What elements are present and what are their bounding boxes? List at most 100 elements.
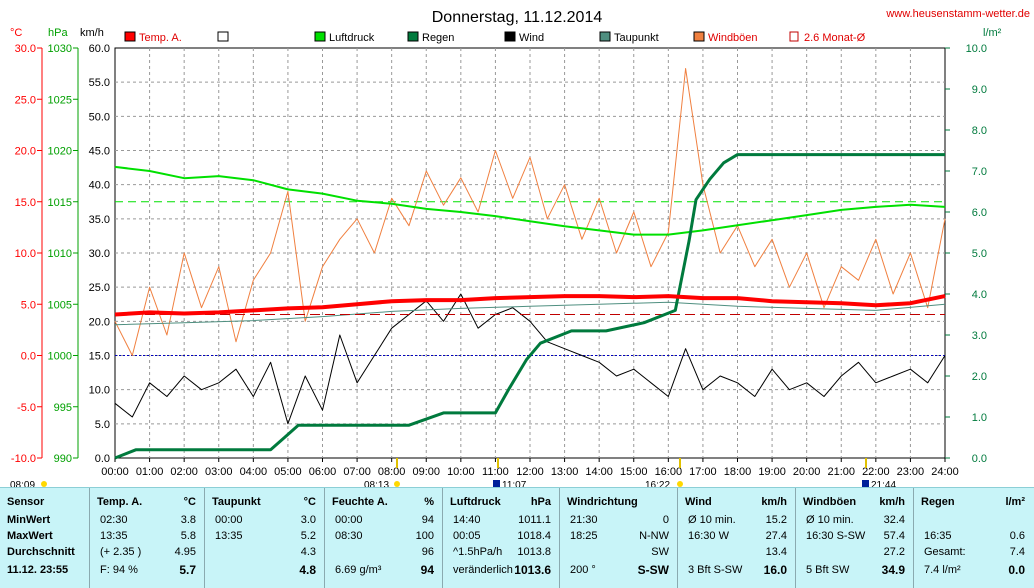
legend-swatch bbox=[789, 31, 799, 42]
table-cell-label: MaxWert bbox=[7, 530, 53, 542]
marker-sunrise: 08:13 bbox=[364, 480, 389, 487]
x-tick: 18:00 bbox=[724, 466, 752, 478]
table-column: Regen l/m² 16:35 0.6 Gesamt: 7.4 7.4 l/m² 0.0 bbox=[914, 488, 1033, 588]
x-tick: 19:00 bbox=[758, 466, 786, 478]
legend-label: Wind bbox=[519, 32, 544, 44]
table-column: Windrichtung 21:30 0 18:25 N-NW SW 200 ° S-SW bbox=[560, 488, 678, 588]
table-cell-value: 4.95 bbox=[174, 546, 196, 558]
wind-tick: 0.0 bbox=[95, 453, 110, 465]
table-cell-value: 3.0 bbox=[300, 514, 316, 526]
legend-label: Temp. A. bbox=[139, 32, 182, 44]
table-cell-label: Durchschnitt bbox=[7, 546, 75, 558]
pressure-tick: 990 bbox=[54, 453, 72, 465]
wind-tick: 50.0 bbox=[89, 111, 110, 123]
x-tick: 05:00 bbox=[274, 466, 302, 478]
legend-swatch bbox=[124, 31, 136, 42]
table-cell-value: 16.0 bbox=[763, 563, 787, 577]
table-cell-label: 16:30 W bbox=[688, 530, 729, 542]
temp-tick: 30.0 bbox=[15, 43, 36, 55]
column-unit: km/h bbox=[761, 496, 787, 508]
table-cell-value: 13.4 bbox=[765, 546, 787, 558]
table-cell-value: 27.4 bbox=[765, 530, 787, 542]
table-cell-value: 1013.6 bbox=[514, 563, 551, 577]
column-unit: °C bbox=[303, 496, 316, 508]
table-cell-label: F: 94 % bbox=[100, 564, 138, 576]
x-tick: 11:00 bbox=[482, 466, 509, 478]
temp-tick: 0.0 bbox=[21, 351, 36, 363]
table-cell-label: 21:30 bbox=[570, 514, 598, 526]
column-title: Wind bbox=[685, 496, 712, 508]
legend-swatch bbox=[407, 31, 419, 42]
wind-tick: 5.0 bbox=[95, 419, 110, 431]
x-tick: 12:00 bbox=[516, 466, 544, 478]
temp-tick: 10.0 bbox=[15, 248, 36, 260]
table-column: Windböen km/h Ø 10 min. 32.4 16:30 S-SW 57.4 2… bbox=[796, 488, 914, 588]
temp-tick: 15.0 bbox=[15, 197, 36, 209]
legend-swatch bbox=[217, 31, 229, 42]
column-title: Temp. A. bbox=[97, 496, 143, 508]
x-tick: 17:00 bbox=[689, 466, 717, 478]
pressure-tick: 1010 bbox=[48, 248, 72, 260]
column-title: Luftdruck bbox=[450, 496, 501, 508]
column-unit: km/h bbox=[879, 496, 905, 508]
legend-swatch bbox=[599, 31, 611, 42]
series-wind bbox=[114, 293, 946, 425]
table-cell-label: 00:05 bbox=[453, 530, 481, 542]
table-cell-value: 1011.1 bbox=[518, 514, 551, 526]
rain-tick: 2.0 bbox=[972, 371, 987, 383]
rain-tick: 6.0 bbox=[972, 207, 987, 219]
table-cell-value: 27.2 bbox=[883, 546, 905, 558]
rain-tick: 8.0 bbox=[972, 125, 987, 137]
table-cell-value: 3.8 bbox=[180, 514, 196, 526]
temp-unit: °C bbox=[10, 27, 22, 39]
table-column: Luftdruck hPa 14:40 1011.1 00:05 1018.4 ^1.5hP… bbox=[443, 488, 560, 588]
legend-swatch bbox=[314, 31, 326, 42]
rain-tick: 3.0 bbox=[972, 330, 987, 342]
x-tick: 24:00 bbox=[931, 466, 959, 478]
table-cell-value: 100 bbox=[415, 530, 434, 542]
temp-tick: 5.0 bbox=[21, 299, 36, 311]
table-cell-label: Ø 10 min. bbox=[806, 514, 854, 526]
rain-tick: 10.0 bbox=[966, 43, 987, 55]
x-tick: 06:00 bbox=[309, 466, 337, 478]
x-tick: 07:00 bbox=[343, 466, 371, 478]
x-tick: 13:00 bbox=[551, 466, 579, 478]
column-title: Regen bbox=[921, 496, 955, 508]
x-tick: 23:00 bbox=[897, 466, 925, 478]
rain-tick: 0.0 bbox=[972, 453, 987, 465]
table-column: Sensor MinWert MaxWert Durchschnitt 11.12. 2… bbox=[0, 488, 90, 588]
wind-unit: km/h bbox=[80, 27, 104, 39]
column-title: Windböen bbox=[803, 496, 857, 508]
noon-icon bbox=[493, 480, 500, 487]
legend-label: Windböen bbox=[708, 32, 758, 44]
table-cell-label: 13:35 bbox=[215, 530, 243, 542]
x-tick: 01:00 bbox=[136, 466, 164, 478]
rain-tick: 9.0 bbox=[972, 84, 987, 96]
x-tick: 14:00 bbox=[585, 466, 613, 478]
column-unit: % bbox=[424, 496, 434, 508]
pressure-unit: hPa bbox=[48, 27, 68, 39]
wind-tick: 35.0 bbox=[89, 214, 110, 226]
pressure-tick: 1015 bbox=[48, 197, 72, 209]
table-cell-label: 02:30 bbox=[100, 514, 128, 526]
column-title: Windrichtung bbox=[567, 496, 638, 508]
table-cell-value: 5.8 bbox=[180, 530, 196, 542]
table-cell-label: 6.69 g/m³ bbox=[335, 564, 382, 576]
legend-label: Luftdruck bbox=[329, 32, 375, 44]
legend-label: Regen bbox=[422, 32, 454, 44]
table-cell-value: 4.8 bbox=[299, 563, 316, 577]
legend-swatch bbox=[693, 31, 705, 42]
statistics-table: Sensor MinWert MaxWert Durchschnitt 11.12. 2… bbox=[0, 487, 1034, 588]
x-tick: 22:00 bbox=[862, 466, 890, 478]
column-unit: l/m² bbox=[1005, 496, 1025, 508]
pressure-tick: 1030 bbox=[48, 43, 72, 55]
marker-noon: 11:07 bbox=[502, 480, 527, 487]
table-cell-value: 5.2 bbox=[300, 530, 316, 542]
table-cell-value: 1018.4 bbox=[517, 530, 551, 542]
table-cell-label: 11.12. 23:55 bbox=[7, 564, 69, 576]
x-tick: 02:00 bbox=[170, 466, 198, 478]
table-cell-label: 00:00 bbox=[215, 514, 243, 526]
x-tick: 09:00 bbox=[412, 466, 440, 478]
series-taupunkt bbox=[114, 301, 946, 326]
table-cell-label: 200 ° bbox=[570, 564, 596, 576]
